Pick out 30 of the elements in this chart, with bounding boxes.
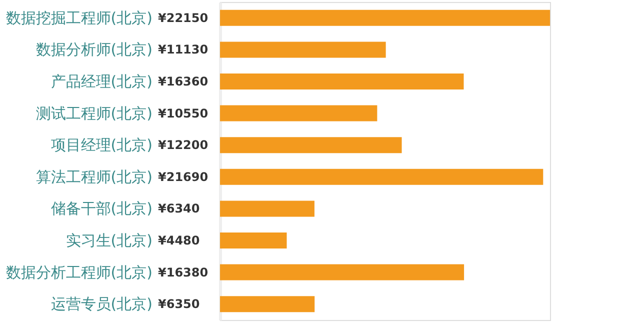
bar <box>220 137 402 154</box>
y-tick-label: 测试工程师(北京) <box>36 104 152 122</box>
data-label: ¥4480 <box>158 234 200 248</box>
y-tick-label: 数据分析师(北京) <box>36 40 152 59</box>
y-tick-label: 产品经理(北京) <box>50 72 152 90</box>
y-tick-label: 运营专员(北京) <box>50 295 152 314</box>
bar <box>220 264 464 280</box>
data-label: ¥21690 <box>158 170 208 184</box>
bar <box>220 105 378 122</box>
y-tick-label: 数据挖掘工程师(北京) <box>6 8 152 27</box>
bar <box>220 232 287 248</box>
bar <box>220 42 386 58</box>
y-tick-label: 算法工程师(北京) <box>36 168 152 186</box>
data-label: ¥22150 <box>158 10 208 25</box>
data-label: ¥16380 <box>158 265 208 280</box>
y-tick-label: 数据分析工程师(北京) <box>6 263 152 282</box>
y-tick-label: 储备干部(北京) <box>50 200 152 218</box>
bar <box>220 200 314 217</box>
data-label: ¥10550 <box>158 106 208 120</box>
bar <box>220 10 550 26</box>
data-label: ¥12200 <box>158 138 208 152</box>
bar <box>220 74 464 90</box>
y-tick-label: 实习生(北京) <box>66 232 152 250</box>
data-label: ¥16360 <box>158 74 208 88</box>
bar <box>220 296 315 312</box>
bar <box>220 168 544 185</box>
y-tick-label: 项目经理(北京) <box>50 136 152 154</box>
data-label: ¥11130 <box>158 42 208 57</box>
data-label: ¥6350 <box>158 297 200 312</box>
data-label: ¥6340 <box>158 202 200 216</box>
